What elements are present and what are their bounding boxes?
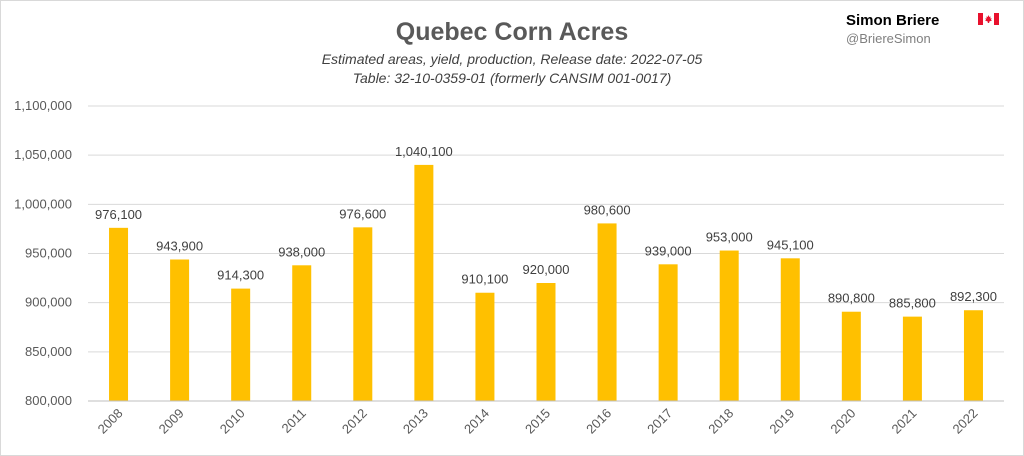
flag-right-band — [994, 13, 999, 25]
x-tick-label: 2022 — [950, 406, 981, 437]
x-tick-label: 2011 — [278, 406, 308, 436]
bar — [780, 258, 800, 401]
bar — [536, 283, 556, 401]
data-label: 1,040,100 — [395, 144, 453, 159]
data-label: 976,600 — [339, 206, 386, 221]
data-label: 939,000 — [645, 243, 692, 258]
bar — [292, 265, 312, 401]
x-tick-label: 2010 — [217, 406, 248, 437]
bar — [353, 227, 373, 401]
data-label: 910,100 — [461, 272, 508, 287]
data-label: 920,000 — [523, 262, 570, 277]
data-label: 890,800 — [828, 291, 875, 306]
bar — [658, 264, 678, 401]
x-tick-label: 2013 — [400, 406, 431, 437]
canada-flag-icon — [978, 13, 999, 25]
chart-title: Quebec Corn Acres — [395, 18, 629, 46]
maple-leaf-icon — [985, 15, 992, 23]
bar — [109, 227, 129, 401]
x-tick-label: 2021 — [888, 406, 919, 437]
bar — [719, 250, 739, 401]
data-label: 885,800 — [889, 296, 936, 311]
x-tick-label: 2008 — [95, 406, 126, 437]
bar — [597, 223, 617, 401]
x-tick-label: 2009 — [156, 406, 187, 437]
data-label: 976,100 — [95, 207, 142, 222]
x-tick-label: 2016 — [583, 406, 614, 437]
data-label: 945,100 — [767, 237, 814, 252]
data-label: 938,000 — [278, 244, 325, 259]
y-tick-label: 900,000 — [25, 295, 72, 310]
data-label: 943,900 — [156, 238, 203, 253]
y-tick-label: 850,000 — [25, 344, 72, 359]
bar — [841, 311, 861, 401]
x-tick-label: 2018 — [705, 406, 736, 437]
y-tick-label: 1,000,000 — [14, 196, 72, 211]
chart-subtitle-line-2: Table: 32-10-0359-01 (formerly CANSIM 00… — [352, 70, 672, 86]
data-label: 892,300 — [950, 289, 997, 304]
bar — [170, 259, 190, 401]
y-tick-label: 800,000 — [25, 393, 72, 408]
bar — [414, 164, 434, 401]
data-label: 980,600 — [584, 202, 631, 217]
bar — [231, 288, 251, 401]
bar — [963, 310, 983, 401]
bar — [475, 292, 495, 401]
x-tick-label: 2017 — [644, 406, 675, 437]
y-tick-label: 1,100,000 — [14, 98, 72, 113]
bar — [902, 316, 922, 401]
author-handle: @BriereSimon — [846, 31, 931, 46]
x-tick-label: 2015 — [522, 406, 553, 437]
y-tick-label: 950,000 — [25, 246, 72, 261]
x-tick-label: 2014 — [461, 406, 492, 437]
x-tick-label: 2012 — [339, 406, 370, 437]
data-label: 953,000 — [706, 230, 753, 245]
x-tick-label: 2020 — [827, 406, 858, 437]
x-tick-label: 2019 — [766, 406, 797, 437]
y-tick-label: 1,050,000 — [14, 147, 72, 162]
data-label: 914,300 — [217, 268, 264, 283]
flag-left-band — [978, 13, 983, 25]
chart-subtitle-line-1: Estimated areas, yield, production, Rele… — [321, 51, 703, 67]
author-name: Simon Briere — [846, 12, 940, 29]
